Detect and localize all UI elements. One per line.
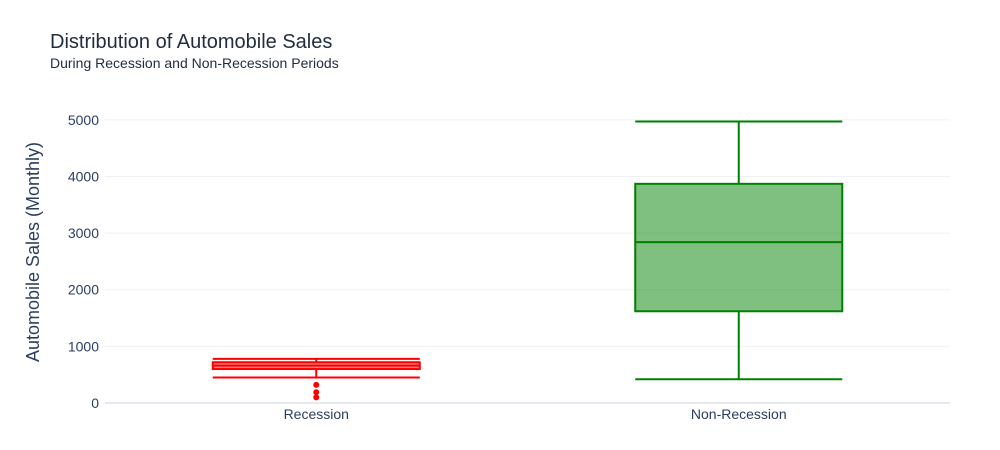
- chart-subtitle: During Recession and Non-Recession Perio…: [50, 55, 339, 71]
- y-axis-label: Automobile Sales (Monthly): [23, 142, 43, 362]
- y-tick-label: 4000: [68, 168, 99, 184]
- x-tick-label: Recession: [284, 406, 349, 422]
- x-tick-labels: Recession Non-Recession: [284, 406, 787, 422]
- y-tick-label: 2000: [68, 282, 99, 298]
- boxes: [211, 120, 844, 401]
- iqr-box: [634, 182, 844, 313]
- y-tick-label: 1000: [68, 338, 99, 354]
- y-tick-label: 3000: [68, 225, 99, 241]
- outlier-point: [313, 394, 320, 401]
- outlier-point: [313, 389, 320, 396]
- x-tick-label: Non-Recession: [691, 406, 787, 422]
- outlier-point: [313, 381, 320, 388]
- y-tick-labels: 0 1000 2000 3000 4000 5000: [68, 112, 99, 411]
- box-recession: [211, 357, 421, 401]
- y-tick-label: 5000: [68, 112, 99, 128]
- y-tick-label: 0: [91, 395, 99, 411]
- chart-title: Distribution of Automobile Sales: [50, 31, 333, 53]
- box-non-recession: [634, 120, 844, 381]
